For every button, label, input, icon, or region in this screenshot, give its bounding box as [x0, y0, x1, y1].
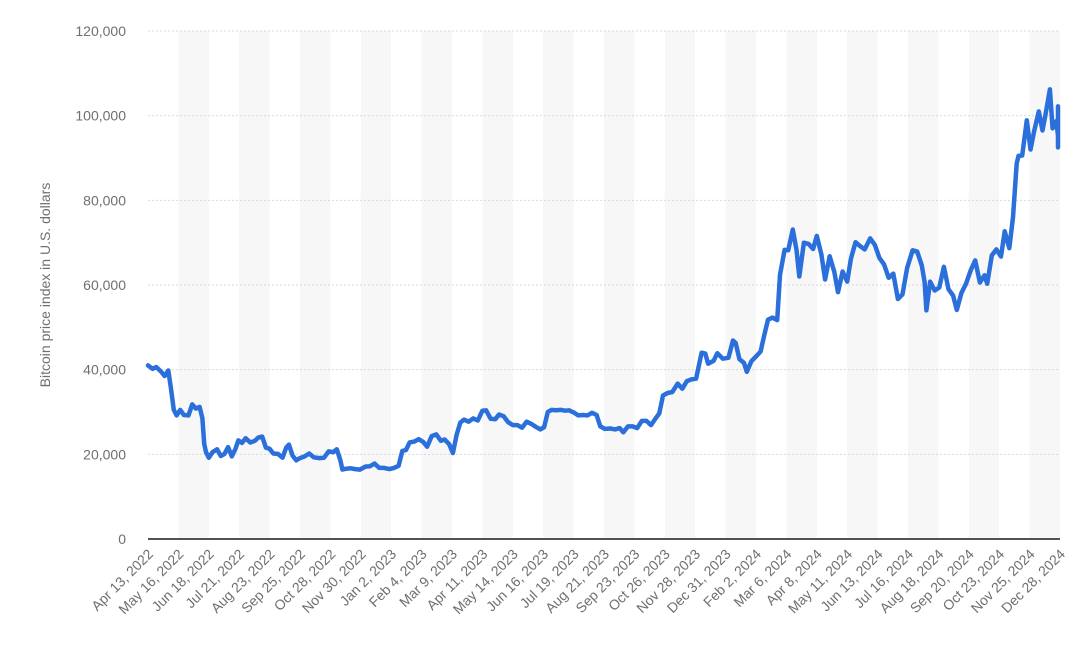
y-tick-label: 60,000 — [83, 277, 126, 293]
y-tick-label: 120,000 — [75, 23, 126, 39]
gridlines — [148, 30, 1060, 455]
y-axis-ticks: 0 20,000 40,000 60,000 80,000 100,000 120,000 — [75, 23, 126, 547]
y-tick-label: 20,000 — [83, 446, 126, 462]
series-line-bitcoin-price — [145, 87, 1061, 472]
y-tick-label: 0 — [118, 531, 126, 547]
y-tick-label: 40,000 — [83, 362, 126, 378]
y-axis-title: Bitcoin price index in U.S. dollars — [37, 183, 53, 388]
y-tick-label: 100,000 — [75, 108, 126, 124]
y-tick-label: 80,000 — [83, 192, 126, 208]
